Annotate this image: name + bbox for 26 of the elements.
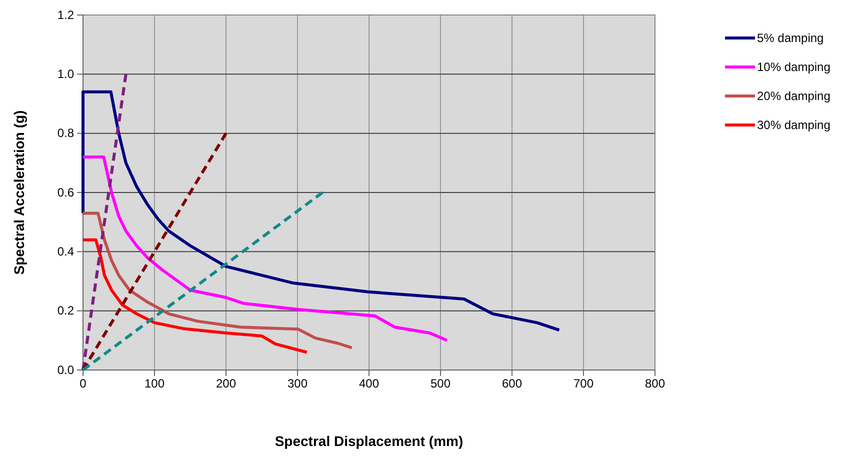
legend-label: 5% damping bbox=[757, 31, 824, 45]
x-tick-label: 700 bbox=[573, 376, 594, 391]
y-tick-label: 0.6 bbox=[57, 185, 74, 200]
x-tick-label: 0 bbox=[80, 376, 87, 391]
x-tick-label: 500 bbox=[430, 376, 451, 391]
y-tick-label: 0.2 bbox=[57, 304, 74, 318]
x-tick-label: 100 bbox=[144, 376, 165, 391]
x-tick-label: 800 bbox=[644, 376, 666, 391]
x-axis-title: Spectral Displacement (mm) bbox=[274, 433, 464, 449]
legend-label: 30% damping bbox=[757, 118, 830, 132]
x-tick-label: 600 bbox=[502, 376, 522, 391]
y-tick-label: 0.0 bbox=[57, 362, 74, 377]
y-tick-label: 1.0 bbox=[57, 67, 74, 82]
y-tick-label: 0.4 bbox=[57, 244, 74, 259]
y-tick-label: 1.2 bbox=[57, 8, 74, 22]
y-axis-title: Spectral Acceleration (g) bbox=[11, 110, 27, 275]
y-tick-label: 0.8 bbox=[57, 126, 74, 140]
x-tick-label: 300 bbox=[287, 376, 308, 391]
line-series bbox=[82, 238, 308, 354]
line-series bbox=[82, 212, 354, 350]
x-tick-label: 200 bbox=[216, 376, 236, 391]
line-series bbox=[82, 156, 448, 342]
line-series bbox=[82, 90, 561, 332]
x-tick-label: 400 bbox=[358, 376, 380, 391]
legend-label: 20% damping bbox=[757, 89, 830, 103]
legend-label: 10% damping bbox=[757, 60, 830, 74]
